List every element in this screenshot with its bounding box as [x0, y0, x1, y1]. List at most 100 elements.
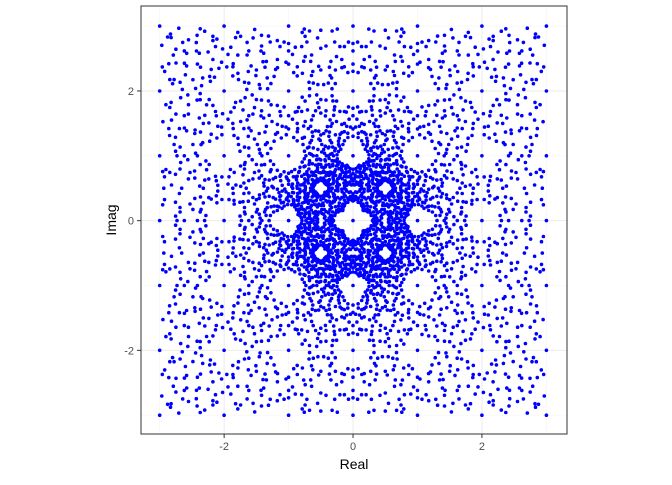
data-point — [393, 233, 397, 237]
data-point — [259, 44, 264, 48]
data-point — [278, 109, 282, 114]
data-point — [246, 199, 251, 203]
data-point — [398, 193, 403, 198]
data-point — [487, 201, 492, 205]
data-point — [465, 142, 470, 147]
data-point — [295, 246, 300, 250]
data-point — [341, 202, 345, 206]
data-point — [220, 111, 225, 116]
data-point — [330, 223, 334, 228]
data-point — [384, 203, 388, 208]
data-point — [349, 183, 354, 187]
data-point — [203, 178, 207, 182]
data-point — [411, 251, 416, 255]
data-point — [313, 263, 318, 268]
data-point — [388, 190, 393, 194]
data-point — [306, 310, 311, 315]
data-point — [171, 384, 176, 389]
data-point — [395, 270, 400, 275]
data-point — [438, 230, 443, 234]
data-point — [201, 316, 206, 320]
data-point — [303, 208, 307, 213]
data-point — [195, 283, 200, 288]
data-point — [532, 254, 537, 259]
data-point — [470, 202, 474, 206]
data-point — [515, 38, 520, 42]
data-point — [324, 173, 328, 178]
data-point — [420, 332, 424, 337]
data-point — [457, 87, 462, 92]
data-point — [327, 173, 331, 178]
data-point — [398, 244, 403, 248]
data-point — [183, 364, 188, 369]
data-point — [388, 328, 393, 333]
data-point — [476, 182, 480, 186]
data-point — [464, 200, 469, 204]
data-point — [188, 235, 192, 240]
data-point — [236, 295, 241, 299]
data-point — [431, 260, 435, 265]
data-point — [307, 343, 312, 348]
data-point — [337, 236, 342, 241]
data-point — [455, 356, 460, 361]
data-point — [410, 366, 415, 371]
data-point — [494, 74, 499, 79]
data-point — [250, 93, 254, 97]
data-point — [433, 159, 438, 163]
data-point — [455, 323, 460, 328]
data-point — [388, 169, 392, 174]
data-point — [509, 176, 514, 180]
data-point — [309, 364, 314, 368]
data-point — [392, 319, 397, 324]
data-point — [439, 274, 444, 279]
data-point — [328, 73, 332, 78]
data-point — [249, 308, 253, 313]
data-point — [515, 102, 520, 107]
data-point — [195, 33, 199, 38]
data-point — [420, 170, 424, 174]
data-point — [324, 238, 328, 243]
data-point — [349, 264, 353, 269]
data-point — [455, 81, 460, 85]
data-point — [255, 295, 260, 299]
data-point — [177, 246, 182, 250]
data-point — [504, 27, 508, 31]
data-point — [327, 281, 331, 285]
data-point — [369, 159, 374, 163]
data-point — [307, 162, 311, 167]
x-axis: -2 0 2 — [219, 434, 485, 453]
data-point — [447, 239, 452, 244]
data-point — [351, 127, 355, 131]
data-point — [491, 403, 496, 407]
data-point — [342, 181, 346, 185]
data-point — [267, 259, 272, 264]
data-point — [406, 372, 411, 377]
data-point — [533, 405, 538, 410]
data-point — [409, 167, 414, 172]
data-point — [332, 40, 337, 44]
data-point — [475, 175, 479, 179]
data-point — [307, 275, 311, 279]
data-point — [520, 323, 524, 328]
data-point — [320, 235, 325, 240]
data-point — [366, 210, 370, 214]
data-point — [261, 245, 266, 250]
data-point — [499, 408, 504, 412]
data-point — [394, 408, 399, 413]
data-point — [325, 312, 330, 317]
data-point — [204, 103, 209, 107]
data-point — [382, 272, 387, 277]
data-point — [193, 351, 198, 355]
data-point — [394, 94, 399, 98]
data-point — [380, 82, 385, 87]
data-point — [351, 375, 355, 380]
data-point — [372, 296, 377, 301]
data-point — [459, 95, 463, 100]
data-point — [436, 86, 441, 91]
data-point — [316, 225, 320, 229]
data-point — [300, 236, 305, 241]
data-point — [284, 60, 288, 64]
data-point — [327, 156, 331, 161]
data-point — [375, 188, 380, 193]
data-point — [442, 33, 447, 38]
